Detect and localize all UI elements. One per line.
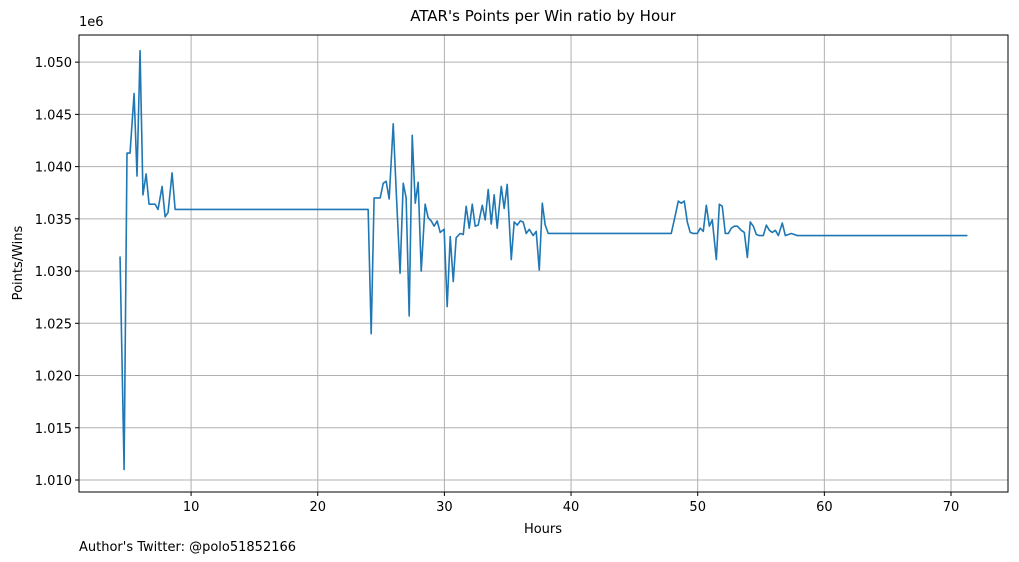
- x-tick-label: 20: [309, 500, 326, 515]
- x-tick-label: 40: [563, 500, 580, 515]
- x-tick-label: 50: [689, 500, 706, 515]
- y-tick-label: 1.045: [35, 108, 72, 123]
- y-tick-label: 1.015: [35, 422, 72, 437]
- footnote: Author's Twitter: @polo51852166: [79, 540, 296, 555]
- x-tick-label: 60: [816, 500, 833, 515]
- y-tick-label: 1.025: [35, 317, 72, 332]
- y-tick-label: 1.020: [35, 370, 72, 385]
- data-line: [119, 49, 968, 471]
- y-tick-label: 1.010: [35, 474, 72, 489]
- x-tick-label: 70: [943, 500, 960, 515]
- y-offset-label: 1e6: [79, 15, 104, 30]
- x-axis-label: Hours: [524, 522, 562, 537]
- chart-title: ATAR's Points per Win ratio by Hour: [410, 7, 676, 25]
- y-tick-label: 1.050: [35, 56, 72, 71]
- x-tick-label: 10: [183, 500, 200, 515]
- plot-frame: [78, 34, 1009, 493]
- y-tick-label: 1.040: [35, 161, 72, 176]
- x-tick-label: 30: [436, 500, 453, 515]
- y-tick-label: 1.035: [35, 213, 72, 228]
- y-tick-label: 1.030: [35, 265, 72, 280]
- y-axis-label: Points/Wins: [11, 225, 26, 300]
